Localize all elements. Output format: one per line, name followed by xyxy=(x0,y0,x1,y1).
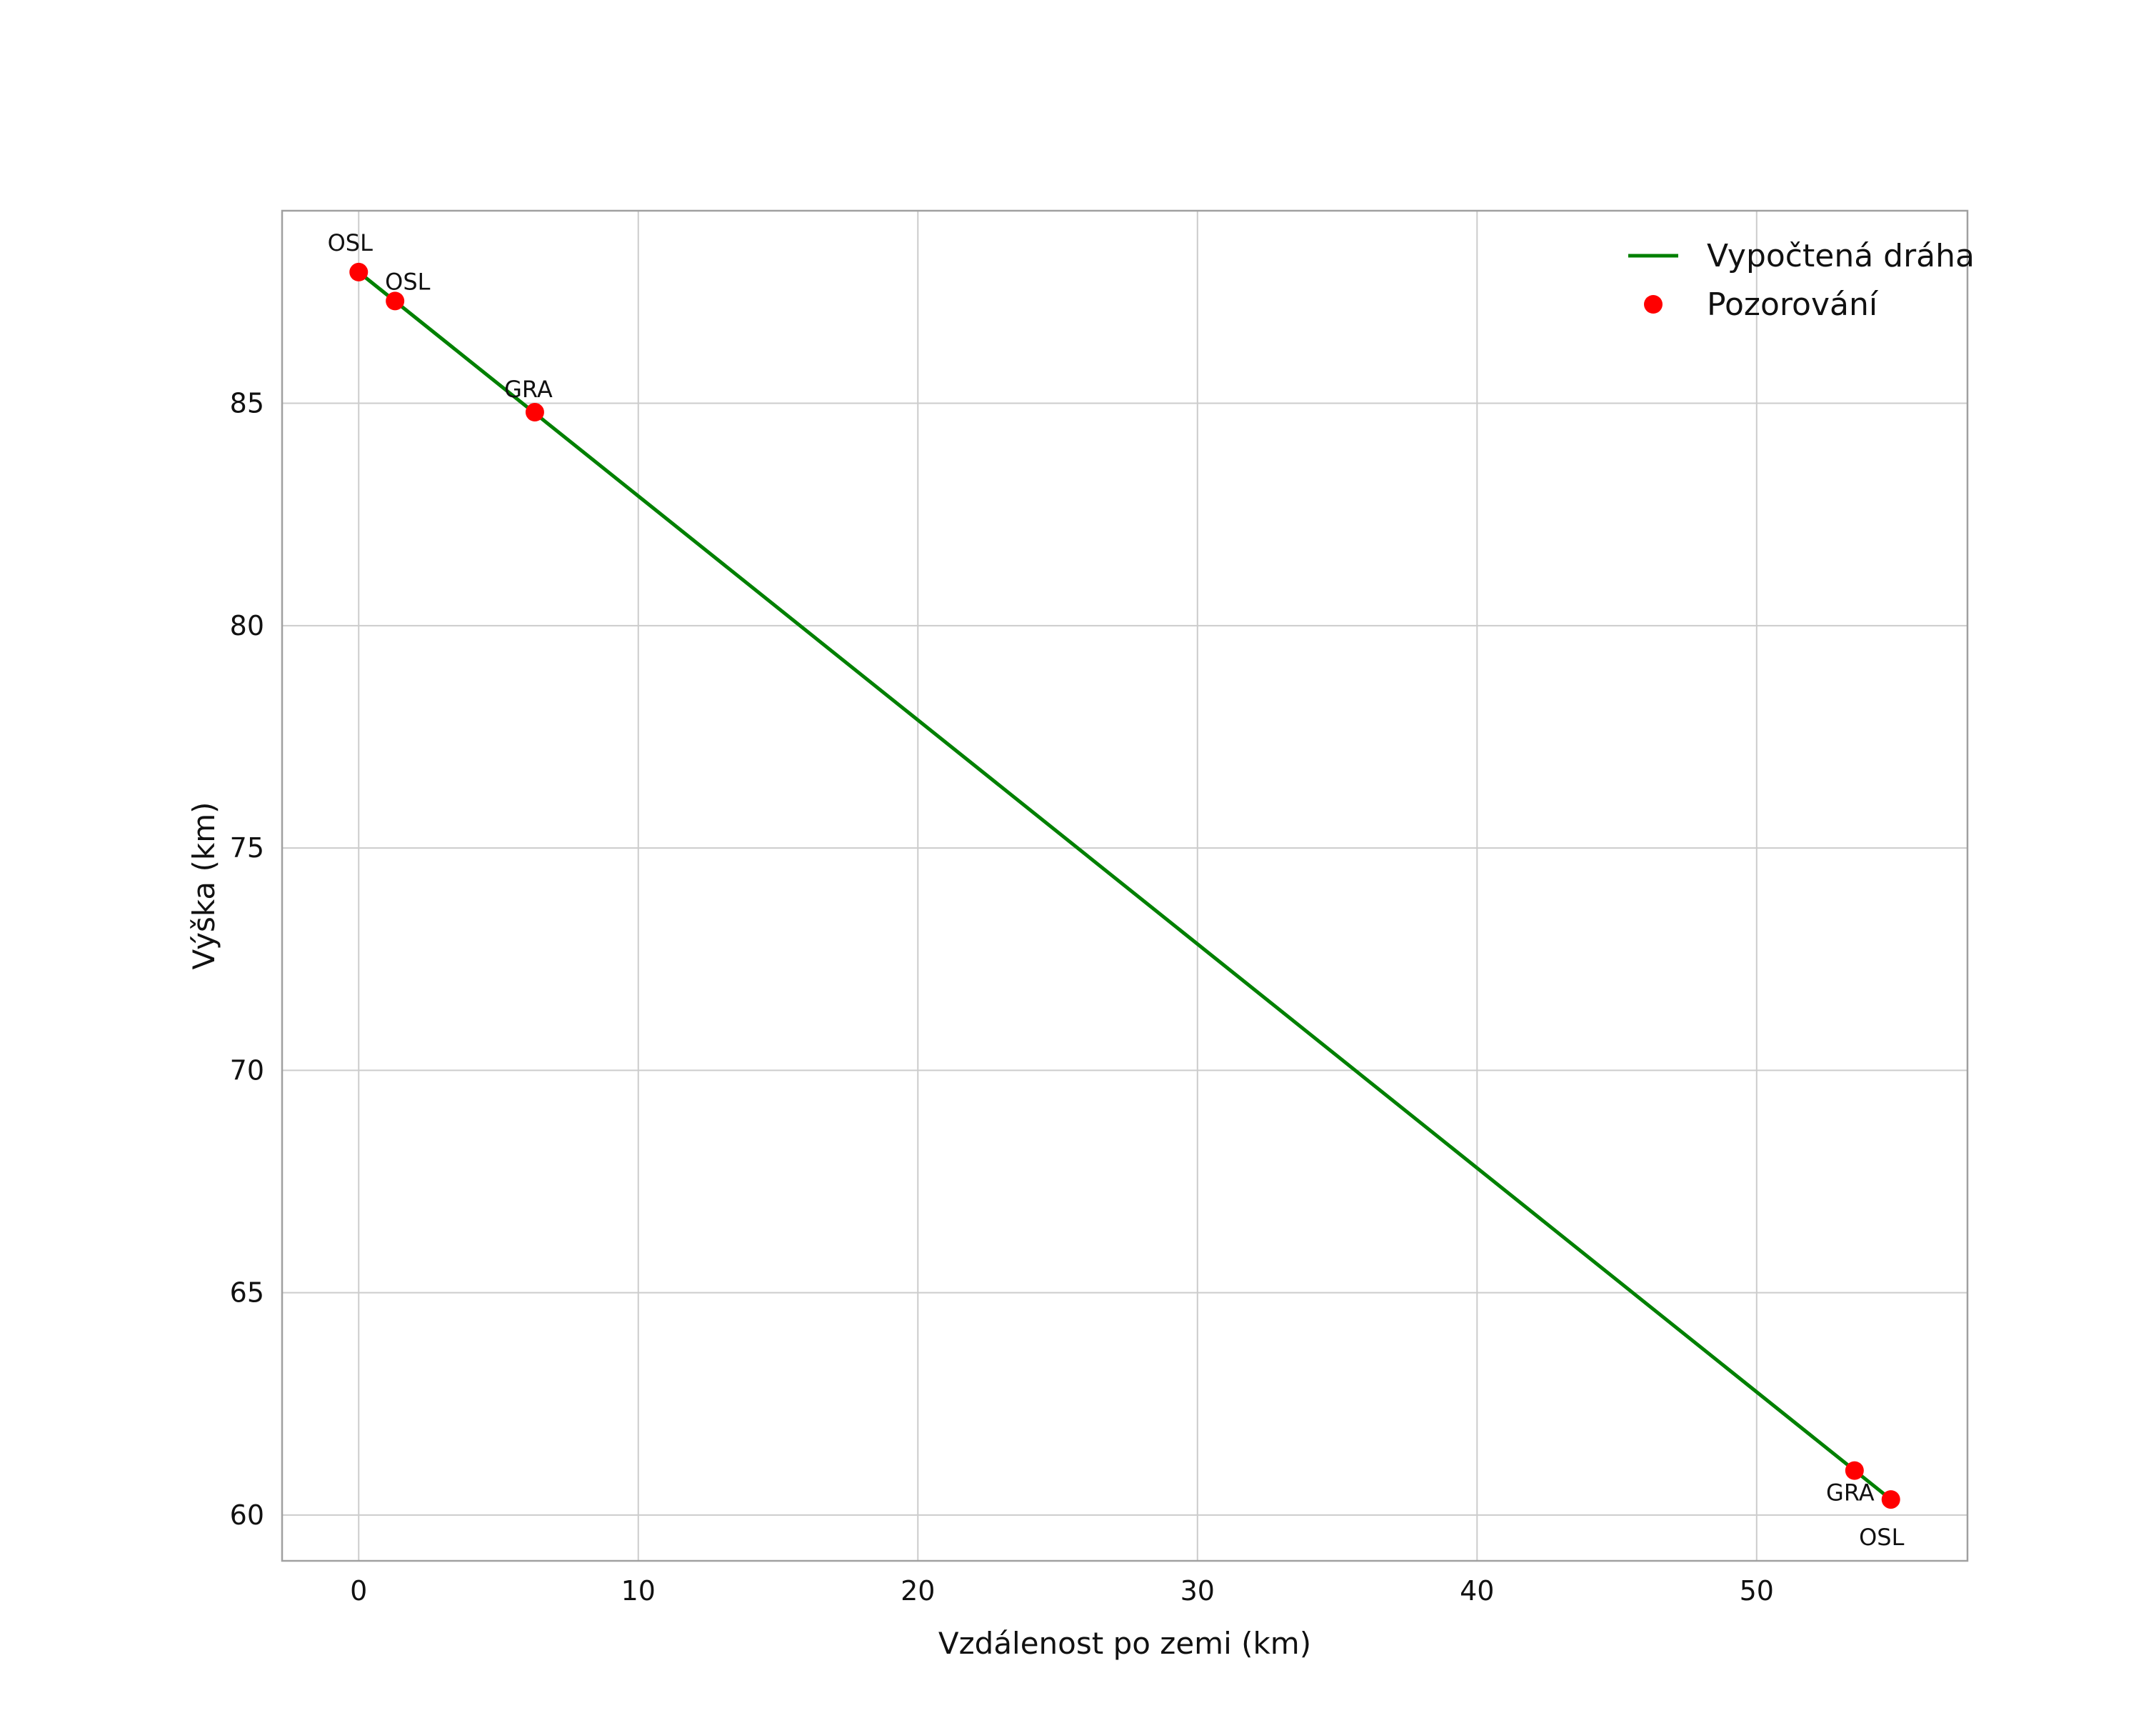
x-tick-label: 0 xyxy=(350,1575,367,1607)
x-tick-label: 20 xyxy=(901,1575,935,1607)
legend-marker-sample xyxy=(1644,295,1663,314)
x-axis-label: Vzdálenost po zemi (km) xyxy=(938,1626,1311,1661)
plot-border xyxy=(281,209,1969,1562)
y-tick-label: 60 xyxy=(230,1499,264,1531)
x-tick-label: 10 xyxy=(621,1575,656,1607)
station-label: OSL xyxy=(328,229,373,256)
legend-entry-label: Pozorování xyxy=(1707,286,1879,323)
observation-marker xyxy=(386,291,405,311)
y-tick-label: 75 xyxy=(230,832,264,864)
legend-entry-label: Vypočtená dráha xyxy=(1707,238,1975,274)
y-tick-label: 65 xyxy=(230,1277,264,1309)
station-label: OSL xyxy=(1859,1524,1905,1551)
station-label: GRA xyxy=(504,376,553,403)
observation-marker xyxy=(1845,1461,1864,1480)
y-tick-label: 70 xyxy=(230,1054,264,1086)
y-axis-label: Výška (km) xyxy=(186,801,221,969)
station-label: OSL xyxy=(385,268,431,295)
observation-marker xyxy=(1881,1490,1900,1509)
y-tick-label: 85 xyxy=(230,388,264,419)
observation-marker xyxy=(525,403,544,422)
x-tick-label: 30 xyxy=(1180,1575,1215,1607)
station-label: GRA xyxy=(1826,1479,1875,1507)
trajectory-line xyxy=(356,270,1893,1502)
x-tick-label: 50 xyxy=(1740,1575,1774,1607)
observation-marker xyxy=(349,262,368,281)
x-tick-label: 40 xyxy=(1460,1575,1494,1607)
y-tick-label: 80 xyxy=(230,610,264,641)
